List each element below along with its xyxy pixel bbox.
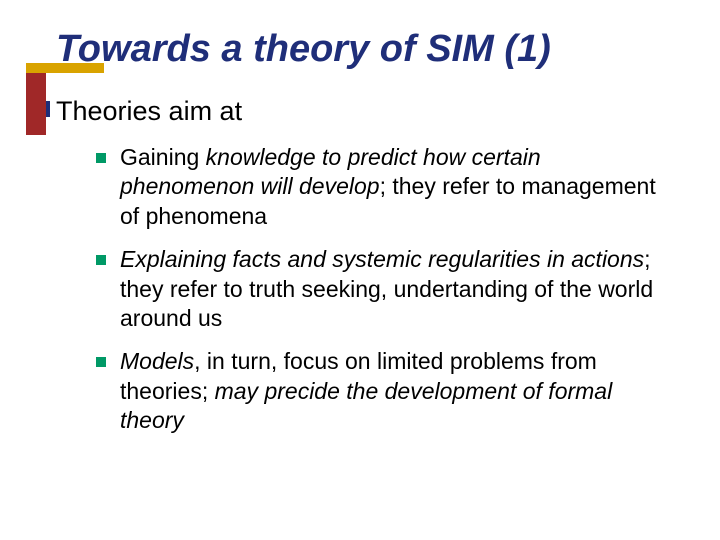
square-bullet-icon: [96, 153, 106, 163]
text-italic: Explaining facts and systemic regulariti…: [120, 246, 644, 272]
slide-title: Towards a theory of SIM (1): [56, 28, 680, 72]
accent-bar-red: [26, 73, 46, 135]
accent-bar-yellow: [26, 63, 104, 73]
bullet-level2: Models, in turn, focus on limited proble…: [96, 347, 680, 435]
bullet-level2: Gaining knowledge to predict how certain…: [96, 143, 680, 231]
level2-text: Gaining knowledge to predict how certain…: [120, 143, 680, 231]
slide: Towards a theory of SIM (1) Theories aim…: [0, 0, 720, 540]
text-italic: Models: [120, 348, 194, 374]
text-plain: Gaining: [120, 144, 206, 170]
level2-text: Explaining facts and systemic regulariti…: [120, 245, 680, 333]
square-bullet-icon: [96, 357, 106, 367]
square-bullet-icon: [96, 255, 106, 265]
bullet-level2: Explaining facts and systemic regulariti…: [96, 245, 680, 333]
level1-text: Theories aim at: [56, 94, 242, 129]
bullet-level1: Theories aim at: [34, 94, 680, 129]
level2-text: Models, in turn, focus on limited proble…: [120, 347, 680, 435]
